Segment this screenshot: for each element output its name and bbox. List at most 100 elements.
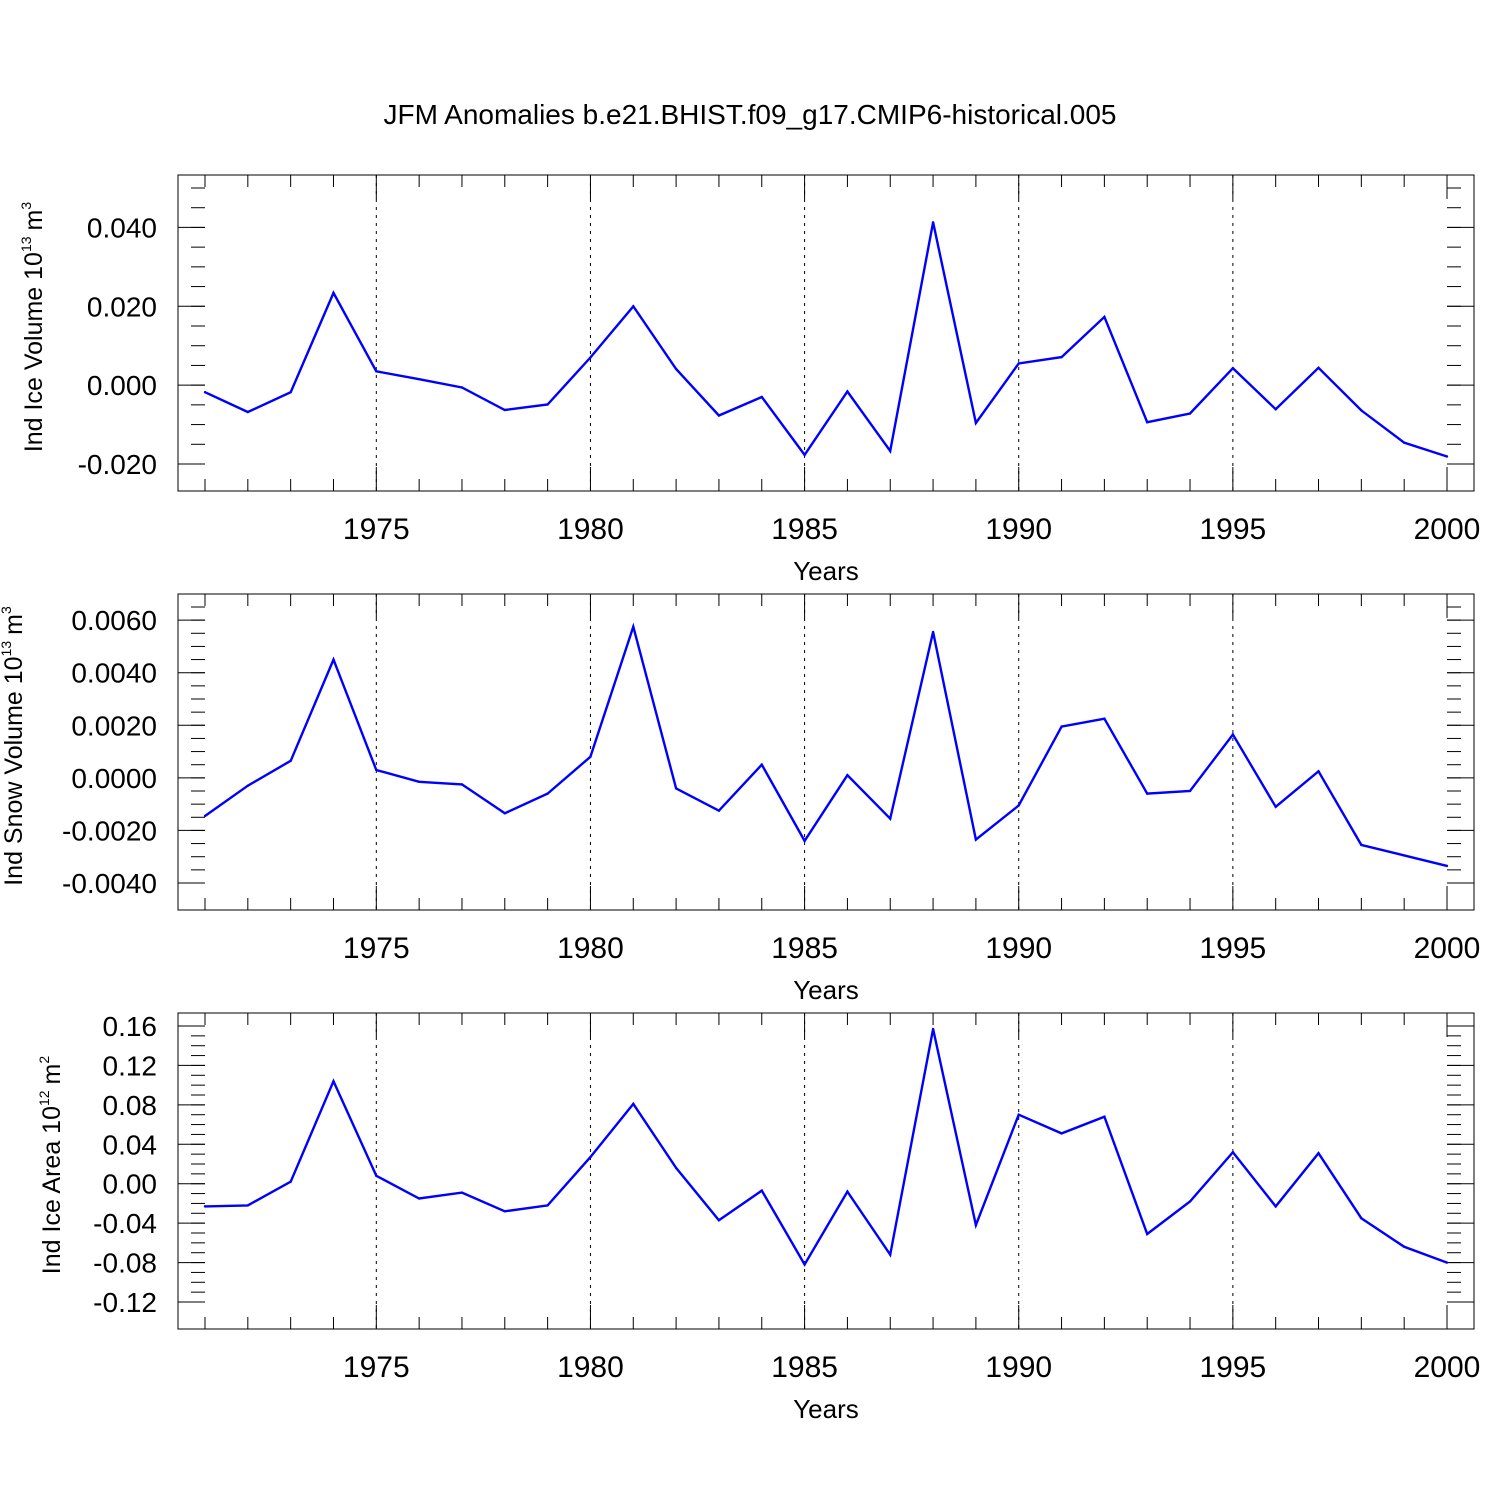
plot-frame [177, 593, 1475, 911]
x-tick-label: 1985 [771, 932, 838, 965]
x-tick-label: 1985 [771, 513, 838, 546]
data-point [546, 792, 549, 795]
data-point [974, 421, 978, 425]
data-point [1188, 1200, 1192, 1203]
data-point [1402, 441, 1406, 444]
data-point [1360, 843, 1363, 847]
data-point [803, 453, 806, 457]
data-point [717, 414, 721, 417]
data-point [460, 783, 464, 786]
data-point [203, 1205, 207, 1208]
y-tick-label: 0.0040 [71, 658, 157, 689]
y-label-unit: m [38, 1064, 66, 1085]
y-label-text: Ind Snow Volume 10 [0, 656, 28, 885]
data-point [674, 367, 678, 371]
y-tick-label: -0.08 [93, 1248, 157, 1279]
panel-3: 1975 1980 1985 1990 1995 2000 -0.12 -0.08 -0.04 0… [36, 1011, 1480, 1424]
data-point [1360, 1217, 1363, 1220]
y-axis-label: Ind Ice Area 1012 m2 [36, 1056, 66, 1275]
x-axis-label: Years [793, 556, 859, 586]
data-point [760, 395, 763, 399]
data-point [1231, 1150, 1235, 1154]
y-tick-label: 0.04 [103, 1129, 158, 1160]
data-point [1017, 1113, 1020, 1116]
data-point [1317, 770, 1320, 773]
data-point [289, 759, 292, 762]
data-point [1231, 733, 1235, 736]
y-tick-label: -0.0020 [62, 815, 157, 846]
data-point [632, 305, 635, 308]
x-tick-label: 2000 [1414, 513, 1481, 546]
data-point [1188, 412, 1192, 415]
data-point [846, 390, 849, 393]
y-tick-label: 0.16 [103, 1011, 158, 1042]
data-point [760, 1189, 763, 1192]
y-label-exponent: 13 [18, 236, 34, 252]
data-point [803, 1263, 806, 1266]
y-tick-label: -0.020 [78, 449, 157, 480]
x-tick-label: 1990 [985, 513, 1052, 546]
data-point [546, 403, 549, 406]
data-point [674, 787, 678, 790]
y-tick-label: -0.04 [93, 1208, 157, 1239]
y-tick-label: 0.08 [103, 1090, 158, 1121]
y-tick-label: 0.0000 [71, 763, 157, 794]
data-point [889, 1253, 892, 1256]
data-point [717, 1218, 721, 1222]
data-point [503, 812, 506, 815]
data-point [846, 1190, 849, 1193]
data-point [1445, 1261, 1449, 1264]
data-point [632, 1102, 635, 1106]
x-tick-label: 1995 [1199, 513, 1266, 546]
y-tick-label: 0.12 [103, 1050, 158, 1081]
data-point [332, 658, 335, 661]
data-point [803, 839, 806, 843]
data-point [332, 1080, 335, 1083]
data-point [332, 291, 335, 295]
x-tick-label: 2000 [1414, 1351, 1481, 1384]
data-point [1274, 1205, 1277, 1208]
x-tick-label: 1990 [985, 1351, 1052, 1384]
data-point [1146, 421, 1149, 424]
y-label-unit: m [0, 614, 28, 635]
data-point [246, 1204, 250, 1207]
y-label-exponent: 12 [36, 1090, 52, 1106]
data-point [1188, 789, 1192, 793]
x-tick-label: 1975 [343, 932, 410, 965]
y-tick-label: -0.0040 [62, 868, 157, 899]
data-point [1103, 1115, 1106, 1118]
x-axis-label: Years [793, 975, 859, 1005]
data-point [974, 1223, 978, 1227]
data-point [589, 356, 592, 359]
y-axis-label: Ind Snow Volume 1013 m3 [0, 606, 28, 886]
chart-title: JFM Anomalies b.e21.BHIST.f09_g17.CMIP6-… [383, 99, 1116, 130]
data-point [931, 1027, 935, 1031]
y-tick-label: -0.12 [93, 1287, 157, 1318]
data-point [889, 817, 892, 820]
y-label-unit-exponent: 3 [0, 606, 14, 614]
data-point [1231, 366, 1235, 370]
y-label-unit-exponent: 3 [18, 202, 34, 210]
data-point [203, 814, 207, 818]
data-point [503, 408, 506, 412]
data-point [760, 763, 763, 766]
data-point [1060, 725, 1063, 728]
data-point [289, 391, 292, 394]
y-tick-label: 0.0060 [71, 605, 157, 636]
panel-2: 1975 1980 1985 1990 1995 2000 -0.0040 -0.0020 0.… [0, 593, 1480, 1005]
data-point [460, 386, 464, 389]
data-point [1146, 792, 1149, 795]
data-point [931, 221, 935, 224]
data-point [1317, 1151, 1320, 1155]
y-label-unit-exponent: 2 [36, 1056, 52, 1064]
series-line [204, 222, 1448, 458]
data-point [417, 378, 421, 381]
data-point [931, 630, 935, 634]
data-point [289, 1180, 292, 1183]
data-point [1017, 804, 1020, 807]
y-axis-label: Ind Ice Volume 1013 m3 [18, 202, 48, 453]
x-tick-label: 1980 [557, 932, 624, 965]
x-tick-label: 1995 [1199, 932, 1266, 965]
y-label-unit: m [20, 210, 48, 231]
